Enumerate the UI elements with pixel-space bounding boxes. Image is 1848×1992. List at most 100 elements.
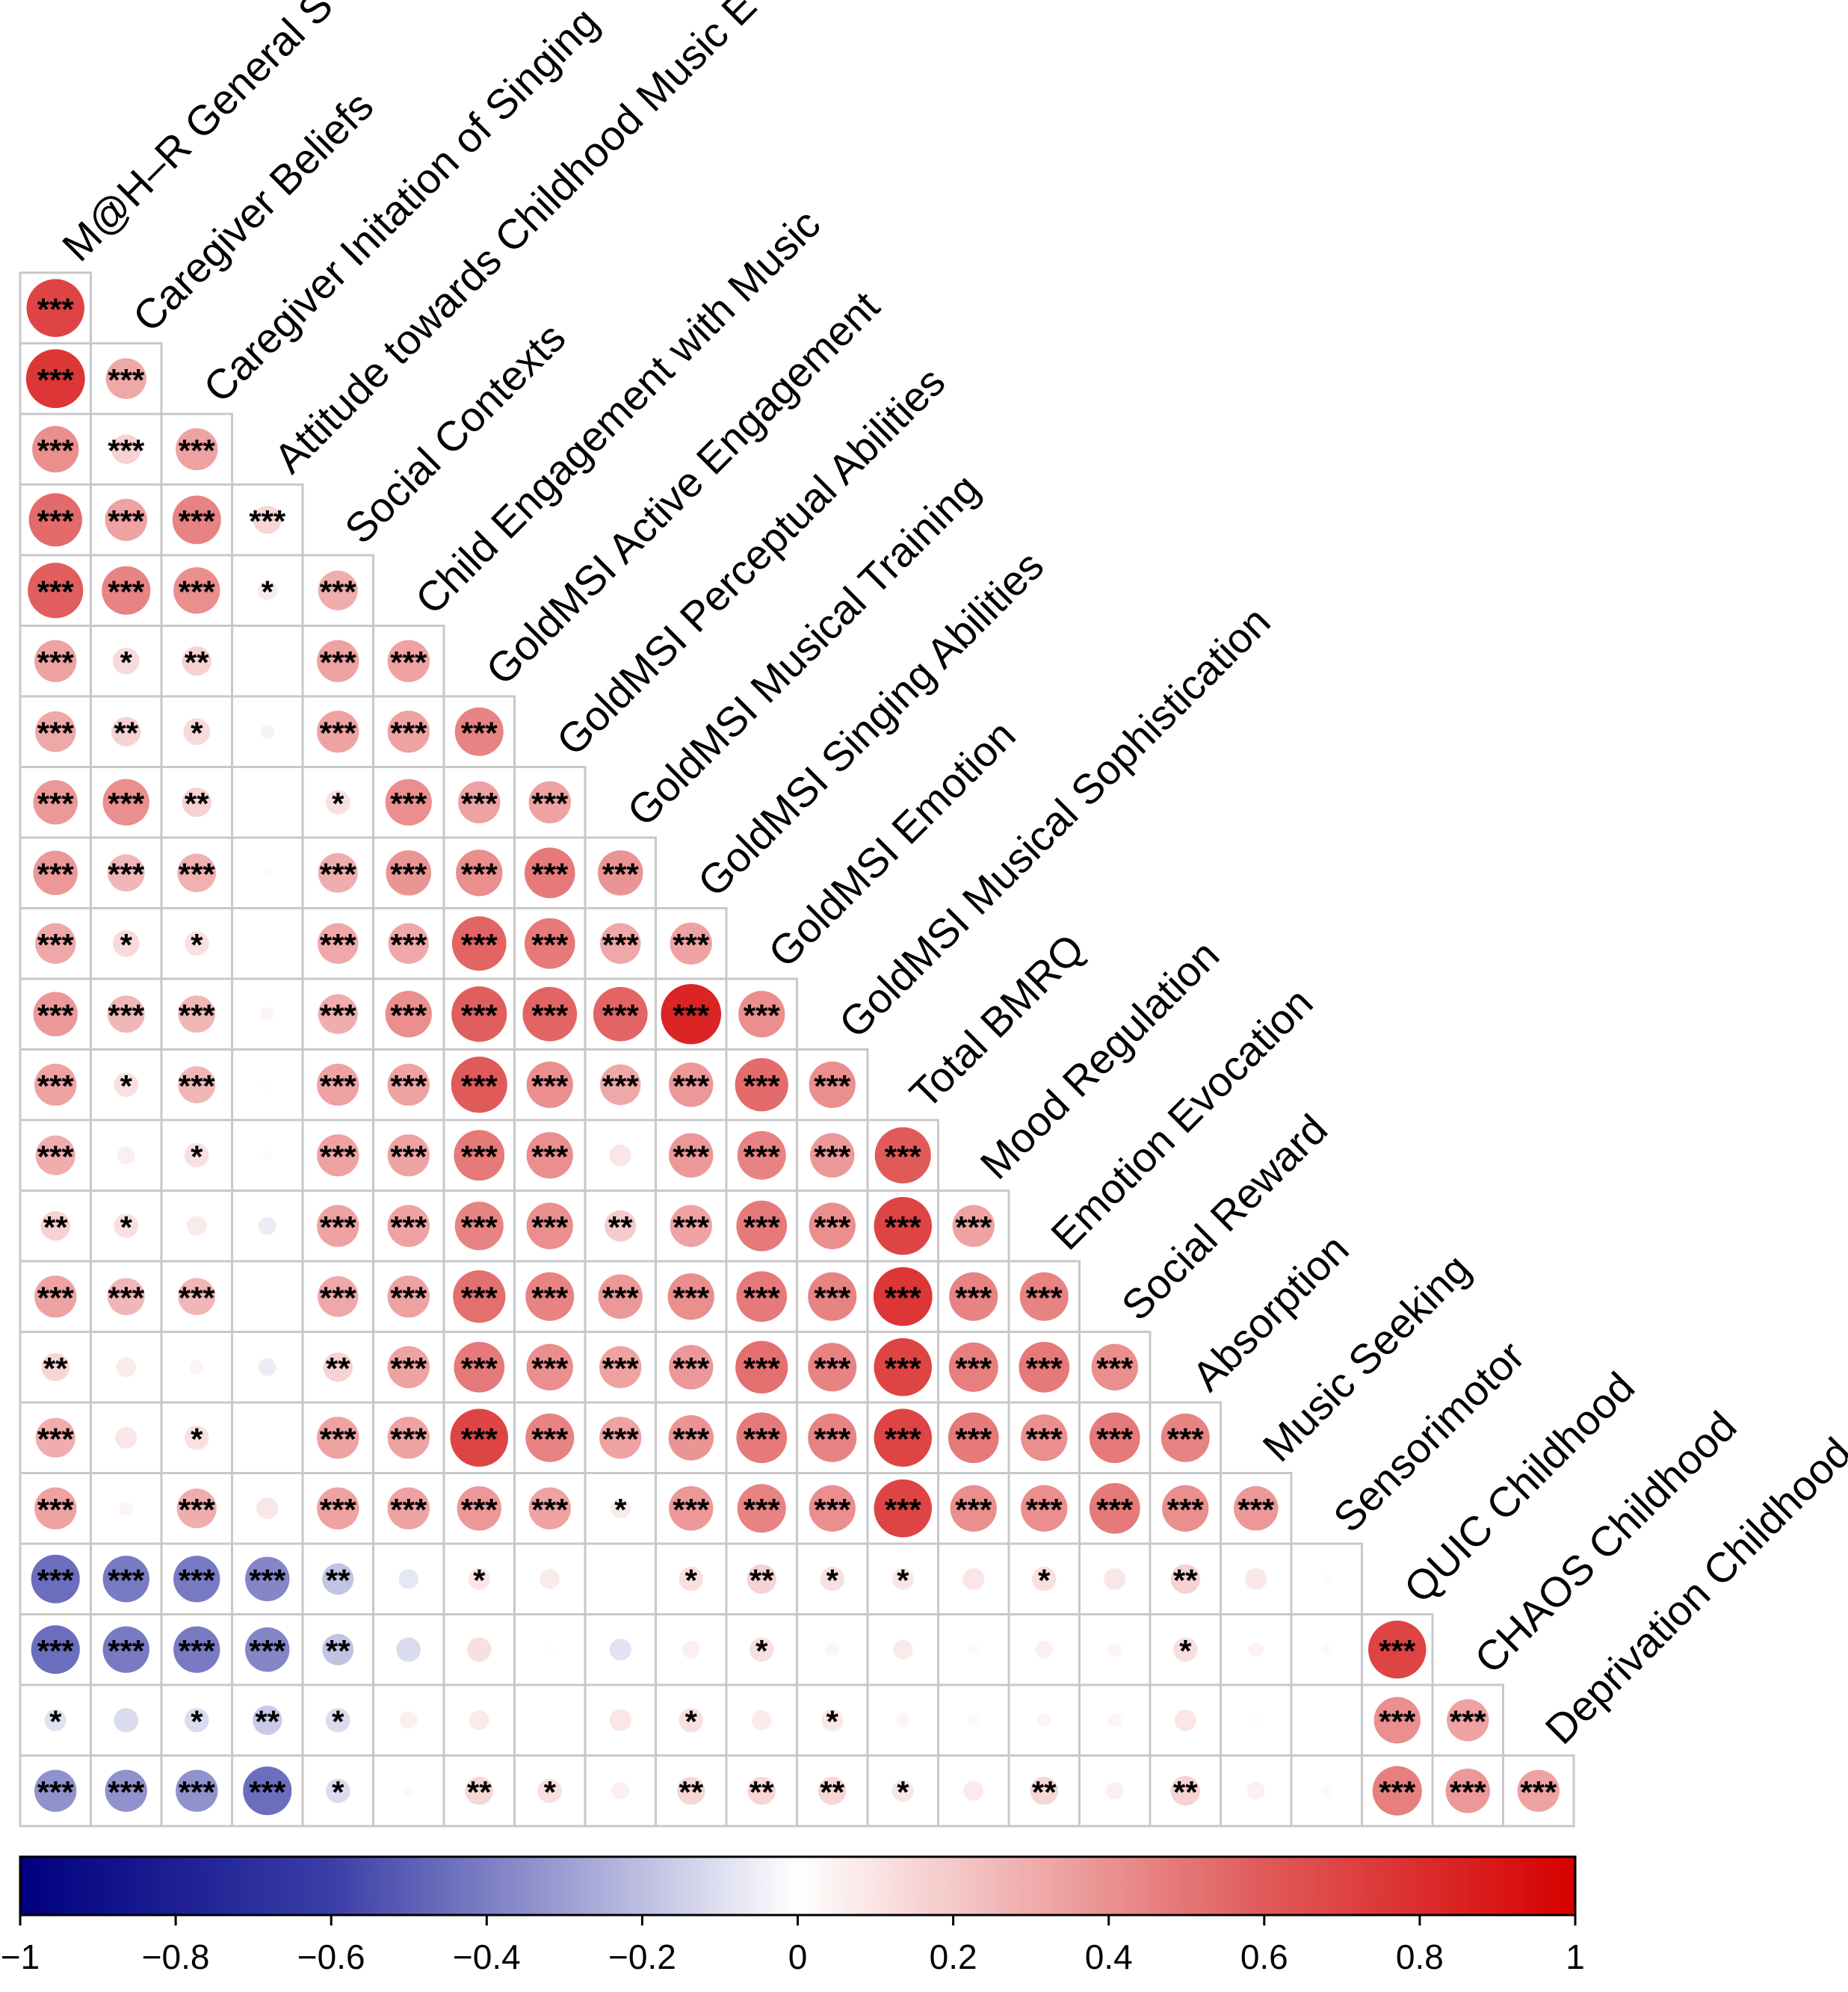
significance-stars: *** <box>602 1351 640 1386</box>
correlation-circle <box>387 1487 430 1529</box>
correlation-circle <box>679 1707 704 1733</box>
significance-stars: * <box>544 1775 557 1810</box>
correlation-circle <box>257 580 278 601</box>
correlation-circle <box>610 1498 631 1519</box>
significance-stars: *** <box>744 1139 781 1174</box>
correlation-circle <box>388 923 429 964</box>
correlation-circle <box>450 1408 508 1467</box>
correlation-circle <box>968 1714 980 1726</box>
significance-stars: *** <box>602 1280 640 1315</box>
matrix-cell <box>231 907 304 980</box>
correlation-circle <box>317 640 359 682</box>
significance-stars: *** <box>179 1633 216 1668</box>
correlation-circle <box>403 1785 415 1797</box>
correlation-circle <box>111 434 141 464</box>
significance-stars: *** <box>1379 1633 1416 1668</box>
significance-stars: * <box>685 1562 698 1597</box>
correlation-circle <box>593 986 648 1042</box>
correlation-circle <box>387 1134 430 1177</box>
significance-stars: *** <box>531 1492 569 1527</box>
matrix-cell <box>231 625 304 698</box>
correlation-circle <box>34 1063 77 1106</box>
significance-stars: *** <box>531 1139 569 1174</box>
significance-stars: ** <box>43 1210 68 1245</box>
correlation-circle <box>245 1556 290 1601</box>
correlation-circle <box>387 1204 430 1247</box>
significance-stars: *** <box>320 997 357 1033</box>
matrix-cell <box>584 1542 657 1615</box>
correlation-circle <box>609 1639 631 1661</box>
correlation-circle <box>322 1633 354 1665</box>
colorbar-tick-label: 0.4 <box>1085 1937 1133 1976</box>
correlation-circle <box>119 1501 134 1516</box>
significance-stars: *** <box>37 362 75 398</box>
significance-stars: *** <box>1167 1492 1205 1527</box>
correlation-circle <box>458 781 501 823</box>
correlation-circle <box>243 1766 292 1816</box>
correlation-circle <box>892 1639 913 1660</box>
correlation-circle <box>1089 1482 1140 1534</box>
correlation-circle <box>454 707 504 756</box>
correlation-circle <box>669 1133 714 1178</box>
significance-stars: *** <box>461 927 498 962</box>
significance-stars: *** <box>744 997 781 1033</box>
correlation-circle <box>749 1637 774 1662</box>
correlation-circle <box>325 790 350 815</box>
colorbar-tick-label: −0.6 <box>297 1937 365 1976</box>
correlation-circle <box>32 426 79 473</box>
significance-stars: *** <box>108 1633 145 1668</box>
correlation-circle <box>1372 1766 1422 1816</box>
correlation-circle <box>31 1625 80 1674</box>
correlation-circle <box>611 1781 630 1800</box>
correlation-circle <box>466 1637 492 1662</box>
colorbar-tick-label: 0.2 <box>930 1937 977 1976</box>
correlation-circle <box>386 850 432 896</box>
significance-stars: *** <box>531 1351 569 1386</box>
correlation-circle <box>522 986 578 1042</box>
correlation-circle <box>948 1342 998 1392</box>
correlation-circle <box>468 1568 490 1590</box>
significance-stars: *** <box>320 856 357 891</box>
correlation-circle <box>385 991 432 1038</box>
significance-stars: * <box>473 1562 486 1597</box>
significance-stars: *** <box>320 715 357 750</box>
significance-stars: *** <box>320 574 357 609</box>
significance-stars: *** <box>179 1562 216 1597</box>
significance-stars: * <box>1038 1562 1051 1597</box>
correlation-circle <box>387 1417 430 1459</box>
correlation-circle <box>599 1417 642 1459</box>
significance-stars: *** <box>37 1492 75 1527</box>
significance-stars: *** <box>1026 1351 1063 1386</box>
correlation-circle <box>318 570 358 610</box>
correlation-circle <box>1021 1485 1068 1532</box>
significance-stars: *** <box>37 433 75 468</box>
correlation-circle <box>114 1707 139 1733</box>
significance-stars: ** <box>750 1775 774 1810</box>
significance-stars: *** <box>390 927 427 962</box>
variable-label: Caregiver Beliefs <box>123 82 382 341</box>
colorbar-tick-label: −1 <box>1 1937 40 1976</box>
significance-stars: *** <box>744 1068 781 1104</box>
significance-stars: * <box>120 1068 133 1104</box>
correlation-circle <box>1246 1781 1265 1800</box>
colorbar-tick-label: 0 <box>788 1937 808 1976</box>
correlation-circle <box>600 923 641 964</box>
correlation-circle <box>107 1278 145 1316</box>
correlation-circle <box>736 1412 788 1464</box>
correlation-circle <box>260 1006 275 1021</box>
significance-stars: * <box>191 1139 203 1174</box>
correlation-circle <box>874 1127 931 1184</box>
significance-stars: *** <box>461 1421 498 1456</box>
significance-stars: *** <box>814 1068 851 1104</box>
correlation-circle <box>1030 1776 1059 1805</box>
significance-stars: *** <box>461 1210 498 1245</box>
significance-stars: *** <box>1096 1492 1134 1527</box>
correlation-circle <box>1322 1574 1332 1584</box>
correlation-circle <box>818 1776 847 1805</box>
matrix-grid <box>19 271 1575 1828</box>
correlation-circle <box>1035 1640 1054 1659</box>
significance-stars: *** <box>602 927 640 962</box>
correlation-circle <box>399 1711 418 1730</box>
correlation-circle <box>605 1210 637 1242</box>
